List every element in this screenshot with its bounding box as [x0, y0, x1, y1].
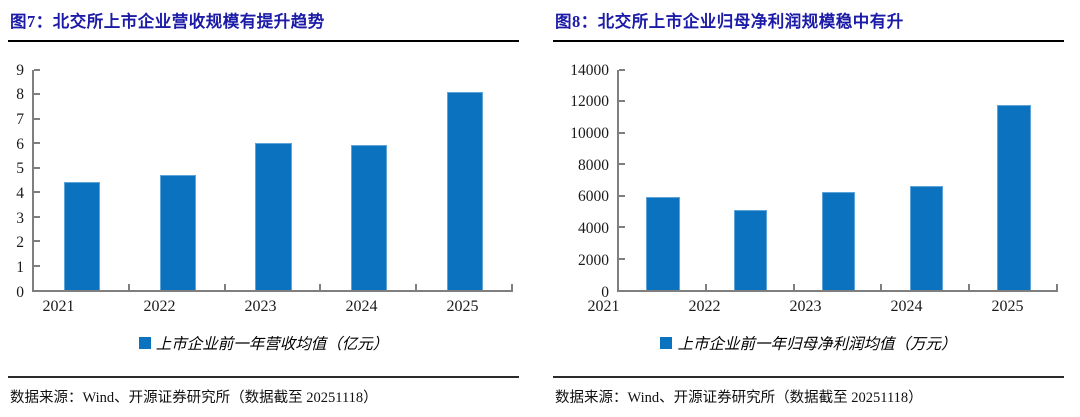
x-tick-label: 2021: [42, 298, 75, 315]
y-tick-label: 7: [16, 110, 24, 128]
bar-2022: [734, 209, 768, 290]
y-tick-mark: [34, 215, 40, 218]
y-tick-mark: [619, 131, 625, 134]
bar-2021: [63, 182, 101, 290]
figure-7-title: 图7：北交所上市企业营收规模有提升趋势: [8, 4, 519, 42]
x-tick-label: 2022: [143, 298, 176, 315]
y-tick-label: 8: [16, 85, 24, 103]
y-tick-mark: [34, 191, 40, 194]
y-tick-mark: [34, 142, 40, 145]
legend-swatch-icon: [138, 337, 151, 349]
x-tick-label: 2023: [789, 298, 822, 315]
y-tick-mark: [34, 69, 40, 71]
y-tick-mark: [34, 93, 40, 96]
figure-8-chart: 0 2000 4000 6000 8000 10000 12000 14000: [553, 62, 1064, 299]
bar-slot-2022: [130, 70, 226, 290]
y-tick-label: 14000: [570, 61, 609, 79]
y-tick-label: 5: [16, 159, 24, 177]
y-tick-label: 3: [16, 209, 24, 227]
x-tick-mark: [223, 284, 226, 290]
y-tick-mark: [619, 257, 625, 260]
x-tick-label: 2025: [446, 298, 479, 315]
x-tick-label: 2024: [345, 298, 378, 315]
figure-8-legend: 上市企业前一年归母净利润均值（万元）: [553, 332, 1064, 354]
y-tick-label: 8000: [578, 156, 609, 174]
bar-slot-2025: [417, 70, 513, 290]
figure-8-y-axis: 0 2000 4000 6000 8000 10000 12000 14000: [553, 62, 617, 299]
x-tick-label: 2021: [587, 298, 620, 315]
bar-2021: [646, 197, 680, 290]
y-tick-label: 6: [16, 135, 24, 153]
bar-2023: [821, 191, 856, 290]
figure-8-title: 图8：北交所上市企业归母净利润规模稳中有升: [553, 4, 1064, 42]
x-tick-mark: [968, 284, 971, 290]
bar-slot-2022: [707, 70, 795, 290]
figure-7-x-axis-labels: 2021 2022 2023 2024 2025: [8, 298, 519, 316]
y-tick-mark: [34, 264, 40, 267]
x-tick-label: 2022: [688, 298, 721, 315]
y-tick-mark: [34, 117, 40, 120]
y-tick-label: 4000: [578, 219, 609, 237]
bar-2025: [997, 104, 1031, 290]
y-tick-label: 4: [16, 184, 24, 202]
x-tick-mark: [319, 284, 322, 290]
y-tick-mark: [619, 226, 625, 229]
x-tick-mark: [1056, 284, 1058, 290]
figure-8-x-axis-labels: 2021 2022 2023 2024 2025: [553, 298, 1064, 316]
figure-7-source: 数据来源：Wind、开源证券研究所（数据截至 20251118）: [8, 376, 519, 417]
bar-slot-2021: [619, 70, 707, 290]
x-tick-mark: [511, 284, 513, 290]
bar-2022: [159, 175, 196, 290]
x-tick-mark: [704, 284, 707, 290]
legend-swatch-icon: [660, 337, 673, 349]
x-tick-label: 2024: [890, 298, 923, 315]
y-tick-label: 10000: [570, 124, 609, 142]
figure-7-legend: 上市企业前一年营收均值（亿元）: [8, 332, 519, 354]
bar-slot-2023: [795, 70, 883, 290]
y-tick-label: 2000: [578, 251, 609, 269]
bar-2024: [909, 186, 943, 290]
y-tick-label: 0: [601, 283, 609, 301]
y-tick-label: 9: [16, 61, 24, 79]
y-tick-mark: [619, 194, 625, 197]
figure-7-legend-label: 上市企业前一年营收均值（亿元）: [155, 336, 389, 353]
y-tick-label: 2: [16, 233, 24, 251]
figure-7-bars: [34, 70, 513, 290]
y-tick-mark: [619, 100, 625, 103]
figure-7-chart: 0 1 2 3 4 5 6 7 8 9: [8, 62, 519, 299]
x-tick-mark: [127, 284, 130, 290]
bar-2023: [255, 143, 292, 290]
x-tick-mark: [880, 284, 883, 290]
figure-7-y-axis: 0 1 2 3 4 5 6 7 8 9: [8, 62, 32, 299]
y-tick-mark: [619, 69, 625, 71]
figure-8-panel: 图8：北交所上市企业归母净利润规模稳中有升 0 2000 4000 6000 8000 1…: [553, 4, 1064, 417]
figure-8-legend-label: 上市企业前一年归母净利润均值（万元）: [677, 336, 957, 353]
y-tick-label: 6000: [578, 188, 609, 206]
bar-slot-2021: [34, 70, 130, 290]
x-tick-mark: [415, 284, 418, 290]
bar-2025: [446, 92, 484, 290]
bar-slot-2025: [970, 70, 1058, 290]
y-tick-mark: [619, 163, 625, 166]
x-tick-mark: [792, 284, 795, 290]
bar-slot-2024: [321, 70, 417, 290]
x-tick-label: 2025: [991, 298, 1024, 315]
figure-8-plot-area: [617, 69, 1058, 292]
figure-8-source: 数据来源：Wind、开源证券研究所（数据截至 20251118）: [553, 376, 1064, 417]
bar-slot-2024: [882, 70, 970, 290]
y-tick-mark: [34, 240, 40, 243]
x-tick-label: 2023: [244, 298, 277, 315]
bar-2024: [351, 144, 388, 290]
y-tick-mark: [34, 166, 40, 169]
y-tick-label: 1: [16, 258, 24, 276]
bar-slot-2023: [226, 70, 322, 290]
y-tick-label: 0: [16, 283, 24, 301]
figure-7-plot-area: [32, 69, 513, 292]
figure-8-bars: [619, 70, 1058, 290]
y-tick-label: 12000: [570, 92, 609, 110]
